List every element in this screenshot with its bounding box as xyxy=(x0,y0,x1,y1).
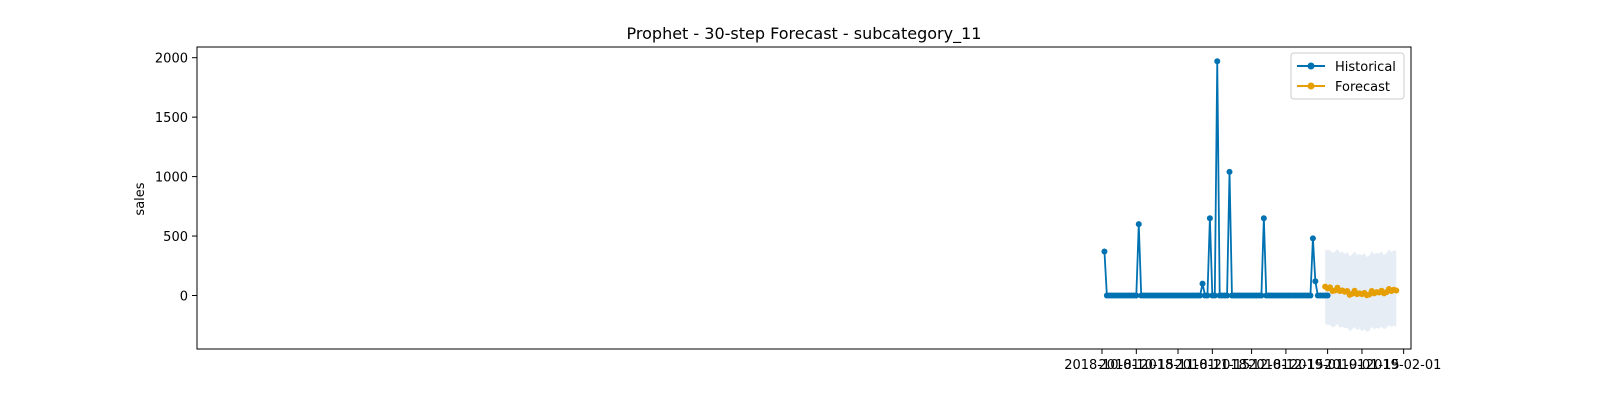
historical-point xyxy=(1309,235,1316,242)
historical-point xyxy=(1226,168,1233,175)
x-tick-label: 2018-12-15 xyxy=(1248,358,1324,373)
legend-forecast-marker xyxy=(1307,82,1315,90)
historical-point xyxy=(1197,292,1204,299)
legend-box xyxy=(1290,52,1405,100)
legend: Historical Forecast xyxy=(1290,52,1405,100)
y-axis-label: sales xyxy=(133,182,148,215)
historical-point xyxy=(1324,292,1331,299)
y-tick-label: 2000 xyxy=(155,52,188,67)
x-tick-label: 2018-10-15 xyxy=(1099,358,1175,373)
x-tick-label: 2019-01-01 xyxy=(1290,358,1366,373)
historical-point xyxy=(1133,292,1140,299)
historical-point xyxy=(1101,248,1108,255)
historical-point xyxy=(1260,215,1267,222)
y-tick-label: 500 xyxy=(163,230,188,245)
x-tick-label: 2019-01-15 xyxy=(1324,358,1400,373)
legend-historical-label: Historical xyxy=(1335,60,1396,75)
historical-point xyxy=(1214,58,1221,65)
y-tick-label: 1000 xyxy=(155,171,188,186)
historical-point xyxy=(1204,292,1211,299)
chart-title: Prophet - 30-step Forecast - subcategory… xyxy=(627,24,982,44)
legend-forecast-label: Forecast xyxy=(1335,80,1390,95)
historical-series-layer xyxy=(1101,58,1331,299)
x-tick-label: 2018-10-01 xyxy=(1064,358,1140,373)
x-tick-label: 2019-02-01 xyxy=(1366,358,1442,373)
historical-point xyxy=(1199,280,1206,287)
x-tick-label: 2018-11-15 xyxy=(1175,358,1251,373)
x-axis: 2018-10-012018-10-152018-11-012018-11-15… xyxy=(1064,349,1441,373)
historical-point xyxy=(1224,292,1231,299)
y-tick-label: 1500 xyxy=(155,111,188,126)
forecast-series-layer xyxy=(1322,283,1400,299)
legend-historical-marker xyxy=(1307,62,1315,70)
historical-point xyxy=(1258,292,1265,299)
y-tick-label: 0 xyxy=(180,289,188,304)
y-axis: 0 500 1000 1500 2000 xyxy=(155,52,197,304)
forecast-point xyxy=(1393,287,1400,294)
forecast-interval-band xyxy=(1325,248,1397,332)
plot-frame xyxy=(196,46,1412,350)
x-tick-label: 2018-12-01 xyxy=(1214,358,1290,373)
forecast-interval-band-layer xyxy=(1325,248,1397,332)
historical-point xyxy=(1312,278,1319,285)
historical-point xyxy=(1307,292,1314,299)
historical-point xyxy=(1206,215,1213,222)
historical-point xyxy=(1135,221,1142,228)
x-tick-label: 2018-11-01 xyxy=(1140,358,1216,373)
historical-point xyxy=(1211,292,1218,299)
